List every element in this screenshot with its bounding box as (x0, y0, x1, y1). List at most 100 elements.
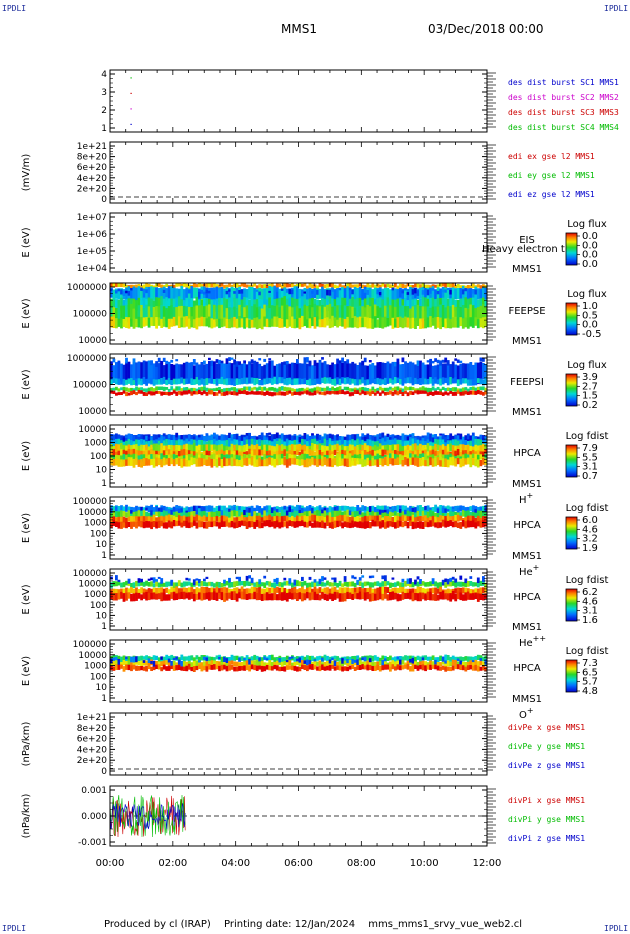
y-tick-label: 100000 (73, 640, 108, 650)
colorbar-tick-label: 0.0 (582, 240, 598, 251)
y-tick-label: 1e+06 (77, 230, 108, 240)
y-tick-label: 10 (96, 540, 108, 550)
colorbar (565, 444, 578, 478)
colorbar-tick-label: 3.1 (582, 462, 598, 473)
legend-entry-3: divPe z gse MMS1 (508, 761, 585, 770)
colorbar-title: Log fdist (566, 431, 609, 442)
colorbar-tick-label: 6.0 (582, 515, 598, 526)
burst-point-2 (130, 92, 132, 94)
y-tick-label: 1000 (84, 662, 107, 672)
corner-mark-bottom-right: IPDLI (604, 924, 629, 933)
y-tick-label: 1 (101, 124, 107, 134)
colorbar (565, 302, 578, 336)
colorbar-tick-label: 3.2 (582, 534, 598, 545)
spacecraft-label: MMS1 (512, 407, 542, 418)
y-tick-label: 6e+20 (77, 735, 108, 745)
y-axis-label: E (eV) (21, 513, 32, 543)
colorbar (565, 588, 578, 622)
series-line-2 (109, 794, 186, 838)
panel-frame (109, 712, 488, 776)
x-tick-label: 02:00 (158, 858, 187, 869)
x-tick-label: 12:00 (473, 858, 502, 869)
colorbar-tick-label: 0.0 (582, 250, 598, 261)
colorbar-tick-label: 6.5 (582, 667, 598, 678)
instrument-label: EIS (519, 235, 535, 246)
y-tick-label: 1 (101, 694, 107, 704)
panel-frame (109, 212, 488, 273)
colorbar-title: Log fdist (566, 503, 609, 514)
y-tick-label: 4e+20 (77, 174, 108, 184)
footer-produced-by: Produced by cl (IRAP) (104, 919, 211, 930)
spacecraft-label: MMS1 (512, 264, 542, 275)
y-axis-label: E (eV) (21, 584, 32, 614)
colorbar-tick-label: 6.2 (582, 587, 598, 598)
colorbar-tick-label: 4.6 (582, 596, 598, 607)
colorbar-tick-label: 3.1 (582, 606, 598, 617)
y-tick-label: 10 (96, 683, 108, 693)
footer-script: mms_mms1_srvy_vue_web2.cl (368, 919, 523, 930)
colorbar (565, 373, 578, 407)
instrument-label: HPCA (513, 520, 541, 531)
y-tick-label: 10 (96, 611, 108, 621)
colorbar-tick-label: 0.0 (582, 231, 598, 242)
colorbar-tick-label: 1.9 (582, 543, 598, 554)
legend-entry-2: des dist burst SC2 MMS2 (508, 93, 619, 102)
instrument-label: HPCA (513, 663, 541, 674)
legend-entry-4: des dist burst SC4 MMS4 (508, 123, 619, 132)
legend-entry-2: edi ey gse l2 MMS1 (508, 171, 595, 180)
species-label: He+ (519, 563, 539, 578)
y-tick-label: 100 (90, 452, 107, 462)
colorbar-tick-label: 0.0 (582, 320, 598, 331)
footer: Produced by cl (IRAP) Printing date: 12/… (104, 919, 532, 930)
y-axis-label: (nPa/km) (21, 794, 32, 839)
colorbar-title: Log fdist (566, 646, 609, 657)
legend-entry-1: divPi x gse MMS1 (508, 796, 585, 805)
panel-3: 1e+07 1e+06 1e+05 1e+04 E (eV) EIS MMS1 Heavy e… (21, 212, 607, 275)
colorbar-tick-label: 5.5 (582, 452, 598, 463)
colorbar-tick-label: 1.6 (582, 615, 598, 626)
instrument-label: FEEPSE (508, 306, 545, 317)
y-tick-label: 1000 (84, 590, 107, 600)
y-tick-label: 0.000 (81, 812, 107, 822)
corner-mark-top-right: IPDLI (604, 4, 629, 13)
y-tick-label: 100 (90, 529, 107, 539)
legend-entry-1: edi ex gse l2 MMS1 (508, 152, 595, 161)
colorbar-tick-label: 0.7 (582, 471, 598, 482)
colorbar (565, 659, 578, 693)
y-axis-label: (nPa/km) (21, 722, 32, 767)
y-tick-label: 100 (90, 601, 107, 611)
colorbar (565, 232, 578, 266)
y-tick-label: 1000 (84, 519, 107, 529)
y-tick-label: 1000000 (67, 354, 107, 364)
legend-entry-3: edi ez gse l2 MMS1 (508, 190, 595, 199)
y-tick-label: 2e+20 (77, 756, 108, 766)
corner-mark-bottom-left: IPDLI (2, 924, 27, 933)
instrument-label: FEEPSI (510, 377, 544, 388)
burst-point-3 (130, 108, 132, 110)
colorbar-tick-label: 3.9 (582, 372, 598, 383)
y-tick-label: 100 (90, 672, 107, 682)
burst-point-4 (130, 123, 132, 125)
y-tick-label: 8e+20 (77, 153, 108, 163)
x-tick-label: 08:00 (347, 858, 376, 869)
colorbar-title: Log fdist (566, 575, 609, 586)
y-tick-label: -0.001 (78, 838, 107, 848)
instrument-label: HPCA (513, 592, 541, 603)
x-tick-label: 04:00 (221, 858, 250, 869)
burst-point-1 (130, 77, 132, 79)
y-tick-label: 1e+04 (77, 264, 108, 274)
y-axis-label: (mV/m) (21, 154, 32, 192)
x-tick-label: 10:00 (410, 858, 439, 869)
multi-panel-chart: 4 3 2 1 des dist burst SC1 MMS1 des dist burs… (21, 69, 619, 869)
y-tick-label: 0 (101, 195, 107, 205)
colorbar-title: Log flux (567, 219, 607, 230)
y-tick-label: 4 (101, 70, 107, 80)
y-tick-label: 1e+07 (77, 213, 107, 223)
colorbar (565, 516, 578, 550)
colorbar-tick-label: 1.5 (582, 391, 598, 402)
y-axis-label: E (eV) (21, 227, 32, 257)
y-tick-label: 2 (101, 106, 107, 116)
